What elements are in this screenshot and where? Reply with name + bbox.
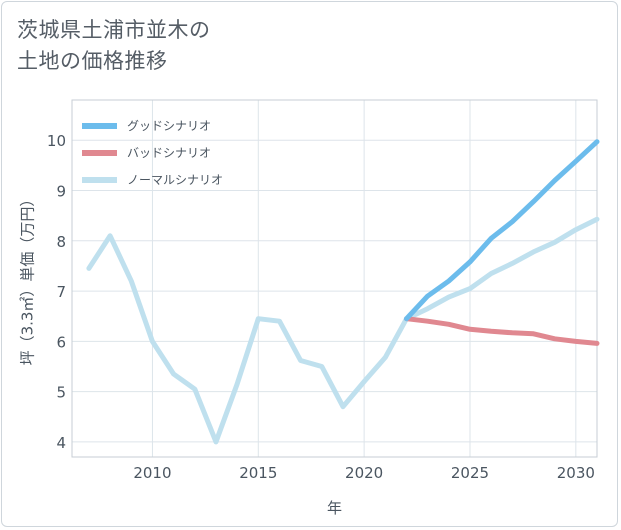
y-tick-label: 9 [56, 183, 66, 201]
series-line-1 [404, 316, 600, 346]
series-line-2 [86, 216, 600, 445]
chart-title-line1: 茨城県土浦市並木の [17, 18, 211, 42]
y-tick-label: 8 [56, 233, 66, 251]
chart-title: 茨城県土浦市並木の 土地の価格推移 [17, 15, 211, 77]
legend-label: グッドシナリオ [127, 119, 211, 133]
chart-title-line2: 土地の価格推移 [17, 49, 168, 73]
y-tick-label: 7 [56, 283, 66, 301]
y-tick-label: 4 [56, 434, 66, 452]
y-tick-label: 6 [56, 333, 66, 351]
x-tick-label: 2020 [345, 464, 383, 482]
y-tick-label: 5 [56, 384, 66, 402]
series-line-0 [404, 139, 600, 322]
y-axis-label: 坪（3.3㎡）単価（万円） [19, 192, 37, 366]
x-tick-label: 2010 [133, 464, 171, 482]
y-tick-label: 10 [47, 132, 66, 150]
x-axis-label: 年 [327, 499, 342, 517]
x-tick-label: 2025 [451, 464, 489, 482]
legend-label: ノーマルシナリオ [127, 173, 223, 187]
series-layer [86, 139, 600, 445]
grid [72, 100, 597, 457]
y-tick-labels: 4 5 6 7 8 9 10 [47, 132, 66, 452]
x-tick-labels: 2010 2015 2020 2025 2030 [133, 464, 595, 482]
legend-label: バッドシナリオ [127, 146, 211, 160]
plot-frame [71, 99, 598, 458]
x-tick-label: 2015 [239, 464, 277, 482]
x-tick-label: 2030 [557, 464, 595, 482]
